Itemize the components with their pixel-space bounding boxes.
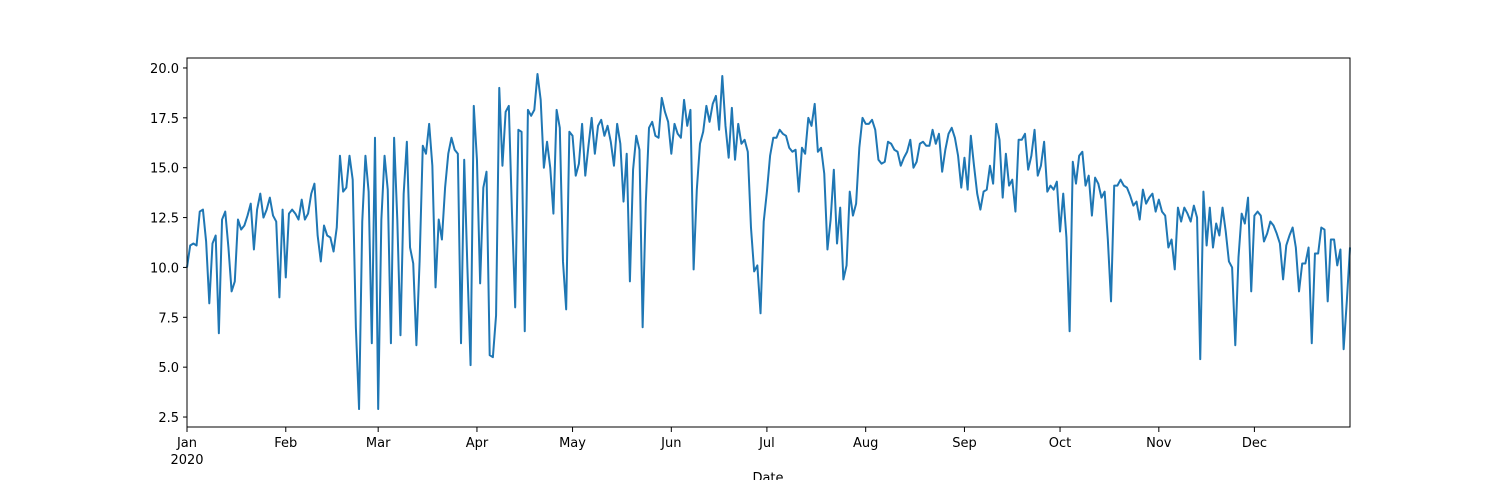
- y-tick-label: 17.5: [150, 112, 179, 127]
- y-tick-label: 2.5: [158, 411, 179, 426]
- y-tick-label: 7.5: [158, 311, 179, 326]
- plot-frame: [186, 57, 1351, 428]
- x-tick-label: Apr: [466, 436, 489, 451]
- x-tick-label: Aug: [853, 436, 878, 451]
- x-tick-label: Jun: [660, 436, 681, 451]
- x-tick-label: Jan: [176, 436, 197, 451]
- y-tick-label: 10.0: [150, 261, 179, 276]
- y-tick-label: 20.0: [150, 62, 179, 77]
- y-tick-label: 12.5: [150, 212, 179, 227]
- x-tick-label: Nov: [1146, 436, 1172, 451]
- y-tick-label: 15.0: [150, 162, 179, 177]
- x-axis-label: Date: [752, 471, 783, 480]
- x-tick-label: Sep: [952, 436, 977, 451]
- x-tick-label: Dec: [1242, 436, 1267, 451]
- y-tick-label: 5.0: [158, 361, 179, 376]
- x-tick-label: May: [559, 436, 586, 451]
- x-tick-label: Feb: [274, 436, 297, 451]
- x-tick-label: Oct: [1049, 436, 1071, 451]
- data-line: [186, 72, 1351, 411]
- year-label: 2020: [170, 453, 203, 468]
- x-tick-label: Jul: [758, 436, 775, 451]
- x-tick-label: Mar: [366, 436, 391, 451]
